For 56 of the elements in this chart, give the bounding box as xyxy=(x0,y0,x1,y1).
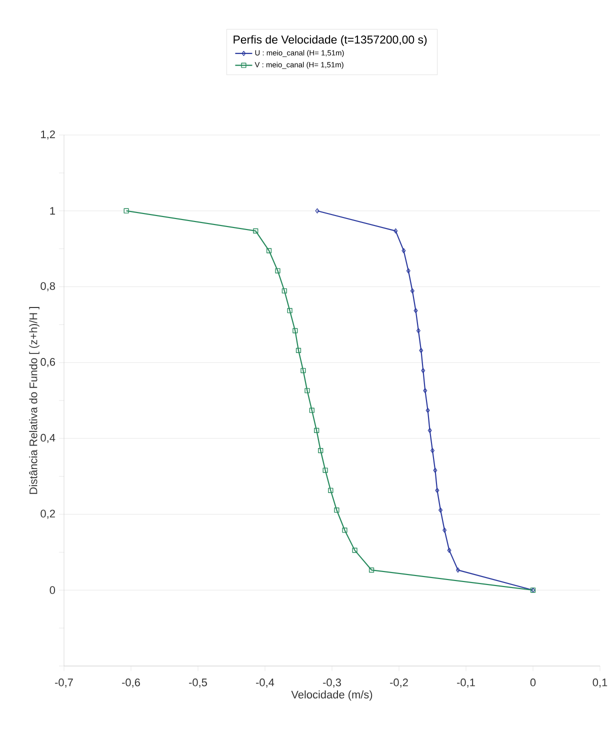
point xyxy=(394,228,398,234)
point xyxy=(456,567,460,573)
point xyxy=(322,468,328,473)
x-tick-label: -0,4 xyxy=(256,678,274,688)
point xyxy=(334,508,340,513)
point xyxy=(433,468,438,473)
y-tick-label: 1 xyxy=(50,207,55,215)
point xyxy=(253,228,258,234)
point xyxy=(435,488,440,493)
point xyxy=(410,288,414,294)
point xyxy=(423,388,428,394)
point xyxy=(438,508,443,513)
x-tick-label: -0,3 xyxy=(323,678,341,688)
point xyxy=(419,348,424,353)
y-tick-label: 0 xyxy=(50,586,56,594)
y-tick-label: 0,6 xyxy=(40,358,55,368)
y-tick-label: 0,4 xyxy=(40,434,56,443)
x-tick-label: -0,5 xyxy=(189,678,207,688)
x-tick-label: 0,1 xyxy=(592,678,608,688)
x-tick-label: 0 xyxy=(530,678,536,686)
point xyxy=(342,528,348,533)
x-tick-label: -0,1 xyxy=(457,678,475,688)
point xyxy=(421,368,426,374)
x-tick-label: -0,7 xyxy=(55,678,73,688)
point xyxy=(430,448,434,454)
point xyxy=(442,528,447,533)
point xyxy=(282,288,287,294)
point xyxy=(300,368,306,374)
point xyxy=(416,328,420,334)
y-tick-label: 1,2 xyxy=(41,130,55,140)
point xyxy=(287,308,292,314)
point xyxy=(124,208,129,214)
point xyxy=(292,328,298,334)
point xyxy=(447,548,452,553)
y-tick-label: 0,8 xyxy=(40,282,55,292)
point xyxy=(309,408,314,413)
point xyxy=(428,428,432,434)
x-axis-title: Velocidade (m/s) xyxy=(291,690,372,701)
x-tick-label: -0,6 xyxy=(122,678,140,688)
y-tick-label: 0,2 xyxy=(40,510,55,519)
point xyxy=(426,408,430,413)
point xyxy=(406,268,410,274)
point xyxy=(352,548,358,553)
legend-title: Perfis de Velocidade (t=1357200,00 s) xyxy=(234,35,427,46)
point xyxy=(414,308,418,314)
point xyxy=(304,388,310,394)
x-tick-label: -0,2 xyxy=(390,678,408,688)
point xyxy=(402,248,406,254)
y-axis-title: Distância Relativa do Fundo [ (z+h)/H ] xyxy=(29,307,40,494)
point xyxy=(275,268,280,274)
point xyxy=(368,567,374,573)
point xyxy=(314,428,320,434)
point xyxy=(266,248,272,254)
point xyxy=(296,348,302,353)
point xyxy=(328,488,334,493)
point xyxy=(318,448,324,454)
